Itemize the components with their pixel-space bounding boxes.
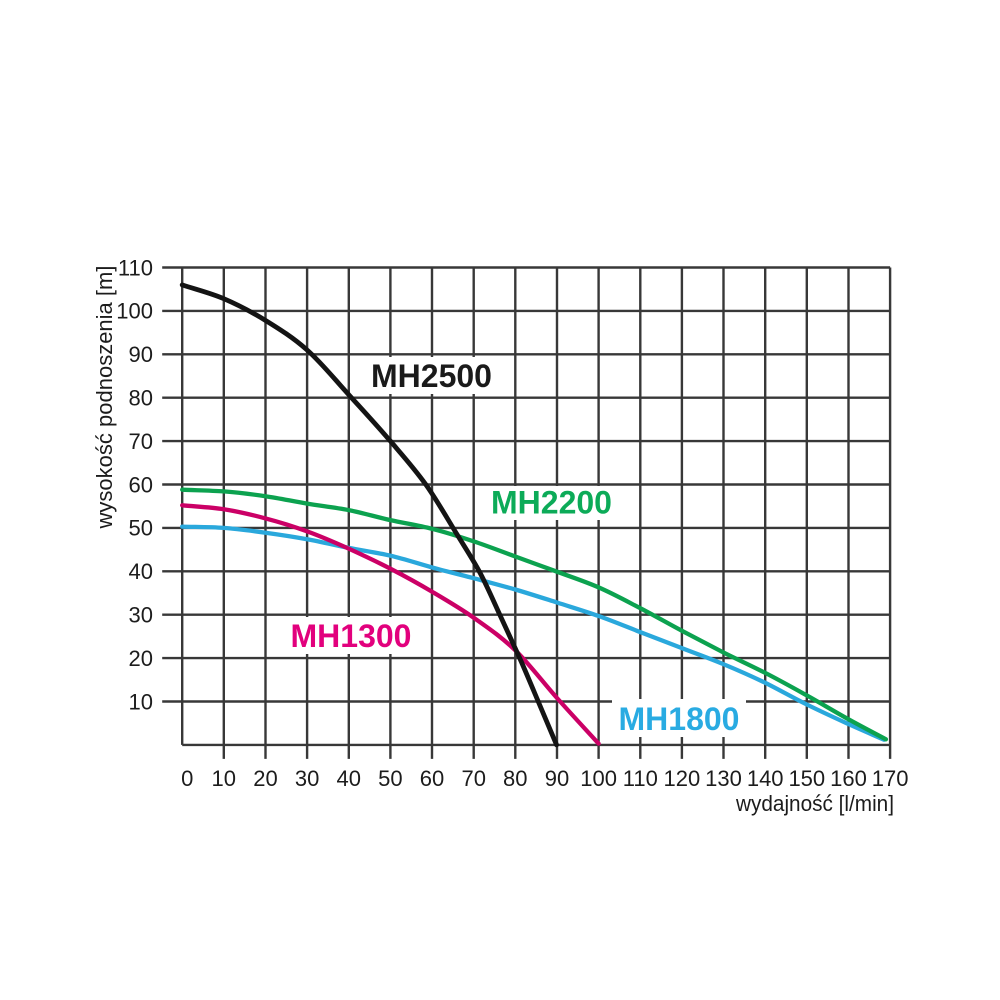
svg-text:70: 70 [461,766,485,791]
svg-text:50: 50 [378,766,402,791]
svg-text:140: 140 [747,766,784,791]
svg-text:20: 20 [129,646,153,671]
svg-text:100: 100 [116,299,153,324]
svg-text:70: 70 [129,429,153,454]
svg-text:40: 40 [129,559,153,584]
svg-text:30: 30 [295,766,319,791]
svg-text:80: 80 [129,386,153,411]
svg-text:90: 90 [129,342,153,367]
svg-text:wydajność [l/min]: wydajność [l/min] [735,791,894,816]
svg-text:120: 120 [664,766,701,791]
svg-text:20: 20 [253,766,277,791]
svg-text:60: 60 [420,766,444,791]
svg-text:0: 0 [181,766,193,791]
svg-text:MH1800: MH1800 [619,701,740,737]
svg-text:wysokość podnoszenia [m]: wysokość podnoszenia [m] [92,266,117,530]
svg-text:160: 160 [830,766,867,791]
svg-text:10: 10 [212,766,236,791]
svg-text:80: 80 [503,766,527,791]
svg-text:130: 130 [705,766,742,791]
svg-text:60: 60 [129,472,153,497]
svg-text:100: 100 [580,766,617,791]
svg-text:30: 30 [129,603,153,628]
svg-text:MH2200: MH2200 [491,485,612,521]
svg-text:90: 90 [545,766,569,791]
svg-text:110: 110 [623,766,658,791]
svg-text:10: 10 [129,689,153,714]
svg-text:50: 50 [129,516,153,541]
svg-text:110: 110 [118,255,153,280]
svg-text:150: 150 [788,766,825,791]
svg-text:MH1300: MH1300 [291,618,412,654]
svg-text:40: 40 [337,766,361,791]
svg-text:170: 170 [872,766,909,791]
svg-text:MH2500: MH2500 [371,358,492,394]
